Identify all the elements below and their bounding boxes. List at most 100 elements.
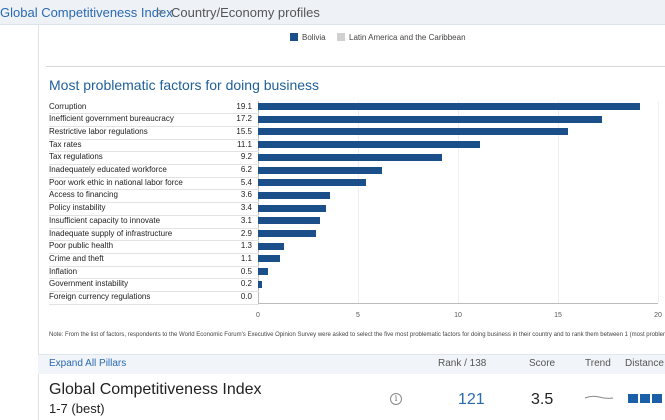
row-separator — [49, 240, 259, 242]
row-separator — [49, 189, 259, 191]
gci-row-title: Global Competitiveness Index — [49, 381, 262, 398]
factor-value-label: 0.0 — [240, 292, 252, 301]
factor-value-label: 17.2 — [236, 114, 252, 124]
factor-label: Insufficient capacity to innovate — [49, 215, 161, 225]
gci-row-scale: 1-7 (best) — [49, 401, 105, 416]
factor-label: Restrictive labor regulations — [49, 126, 148, 136]
row-separator — [49, 151, 259, 153]
factor-label: Access to financing — [49, 190, 118, 200]
factor-label: Government instability — [49, 279, 129, 289]
expand-all-pillars-link[interactable]: Expand All Pillars — [49, 358, 127, 369]
row-separator — [49, 265, 259, 267]
factor-value-label: 0.5 — [240, 266, 252, 276]
distance-column-header: Distance — [625, 358, 664, 369]
gridline — [658, 101, 659, 303]
bar — [258, 128, 568, 136]
factor-label: Inadequate supply of infrastructure — [49, 228, 173, 238]
legend-label-latin-america: Latin America and the Caribbean — [349, 33, 466, 42]
factor-value-label: 3.1 — [240, 215, 252, 225]
factor-label: Inflation — [49, 266, 78, 276]
bar — [258, 179, 366, 187]
factor-value-label: 0.2 — [240, 279, 252, 289]
bar — [258, 153, 442, 161]
gridline — [358, 101, 359, 303]
legend-label-bolivia: Bolivia — [302, 33, 326, 42]
row-separator — [49, 214, 259, 216]
x-tick-label: 10 — [454, 312, 462, 319]
rank-column-header: Rank / 138 — [438, 358, 487, 369]
legend-item-bolivia[interactable]: Bolivia — [290, 33, 326, 42]
factor-value-label: 1.1 — [240, 253, 252, 263]
x-tick-label: 0 — [256, 312, 260, 319]
row-separator — [49, 252, 259, 254]
factor-value-label: 6.2 — [240, 165, 252, 174]
x-tick-label: 20 — [654, 312, 662, 319]
chart-note: Note: From the list of factors, responde… — [49, 332, 665, 338]
row-separator — [49, 125, 259, 127]
bar — [258, 204, 326, 212]
factor-label: Tax regulations — [49, 152, 103, 162]
factor-label: Poor work ethic in national labor force — [49, 177, 183, 187]
row-separator — [49, 113, 259, 115]
factor-value-label: 19.1 — [236, 101, 252, 111]
bar — [258, 115, 602, 123]
row-separator — [49, 176, 259, 178]
chart-title: Most problematic factors for doing busin… — [49, 77, 320, 93]
pillars-header-bar — [38, 354, 665, 374]
bar — [258, 166, 382, 174]
bar — [258, 242, 284, 250]
factor-value-label: 9.2 — [240, 152, 252, 162]
factor-value-label: 3.6 — [240, 190, 252, 200]
bar — [258, 141, 480, 149]
row-separator — [49, 202, 259, 204]
row-separator — [49, 164, 259, 165]
trend-column-header: Trend — [585, 358, 611, 369]
row-separator — [49, 138, 259, 140]
factor-value-label: 3.4 — [240, 203, 252, 213]
factor-label: Inefficient government bureaucracy — [49, 114, 174, 124]
row-separator — [49, 227, 259, 229]
bar — [258, 217, 320, 225]
info-icon[interactable]: i — [390, 393, 402, 405]
bar — [258, 191, 330, 199]
factor-label: Corruption — [49, 101, 87, 111]
factor-value-label: 15.5 — [236, 126, 252, 136]
x-tick-label: 5 — [356, 312, 360, 319]
breadcrumb: Global Competitiveness Index > Country/E… — [0, 0, 665, 25]
trend-sparkline — [584, 395, 614, 399]
factor-value-label: 11.1 — [237, 139, 252, 149]
score-column-header: Score — [529, 358, 556, 369]
row-separator — [49, 291, 259, 292]
row-separator — [49, 303, 259, 305]
y-axis-line — [258, 101, 259, 303]
gci-score-value: 3.5 — [531, 391, 554, 408]
factor-label: Foreign currency regulations — [49, 292, 151, 301]
legend-swatch-latin-america — [337, 33, 345, 41]
bar — [258, 268, 268, 276]
x-axis-line — [258, 303, 658, 304]
factor-label: Tax rates — [49, 139, 82, 149]
factor-label: Inadequately educated workforce — [49, 165, 167, 174]
legend-item-latin-america[interactable]: Latin America and the Caribbean — [337, 33, 466, 42]
distance-to-frontier-bar — [628, 394, 665, 403]
factor-value-label: 2.9 — [240, 228, 252, 238]
breadcrumb-root-link[interactable]: Global Competitiveness Index — [0, 5, 173, 20]
factor-label: Crime and theft — [49, 253, 104, 263]
section-divider — [46, 66, 665, 67]
legend-swatch-bolivia — [290, 33, 298, 41]
gridline — [458, 101, 459, 303]
breadcrumb-current: Country/Economy profiles — [171, 5, 320, 20]
bar — [258, 103, 640, 110]
factor-value-label: 5.4 — [240, 177, 252, 187]
row-separator — [49, 278, 259, 280]
factor-label: Policy instability — [49, 203, 106, 213]
bar — [258, 255, 280, 263]
x-tick-label: 15 — [554, 312, 562, 319]
breadcrumb-separator: > — [156, 5, 164, 19]
gci-rank-value: 121 — [458, 391, 485, 408]
factor-value-label: 1.3 — [240, 241, 252, 251]
factor-label: Poor public health — [49, 241, 114, 251]
gridline — [558, 101, 559, 303]
bar — [258, 280, 262, 288]
bar — [258, 230, 316, 237]
